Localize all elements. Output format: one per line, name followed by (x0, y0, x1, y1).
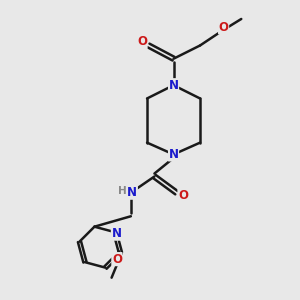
Text: O: O (219, 21, 229, 34)
Text: N: N (169, 148, 178, 161)
Text: O: O (178, 189, 188, 202)
Text: N: N (127, 186, 137, 199)
Text: O: O (112, 253, 122, 266)
Text: H: H (118, 186, 126, 196)
Text: N: N (169, 79, 178, 92)
Text: O: O (137, 35, 147, 48)
Text: N: N (111, 227, 122, 240)
